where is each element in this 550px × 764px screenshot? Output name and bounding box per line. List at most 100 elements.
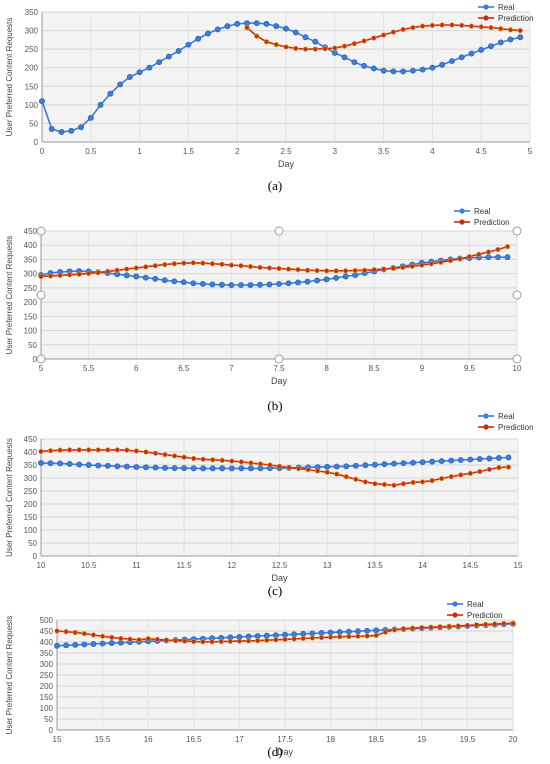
data-point-prediction — [337, 634, 343, 640]
data-point-real — [234, 20, 241, 27]
data-point-real — [362, 462, 369, 469]
data-point-prediction — [219, 261, 225, 267]
data-point-prediction — [118, 635, 124, 642]
data-point-real — [291, 631, 298, 638]
y-axis-label: User Preferred Content Requests — [5, 236, 14, 355]
data-point-prediction — [380, 32, 387, 38]
data-point-real — [429, 64, 436, 71]
x-tick-label: 10.5 — [81, 561, 97, 570]
y-tick-label: 400 — [24, 448, 38, 457]
data-point-prediction — [219, 457, 225, 463]
data-point-prediction — [446, 623, 452, 630]
data-point-prediction — [282, 636, 288, 643]
data-point-real — [104, 462, 111, 469]
data-point-real — [327, 629, 334, 636]
x-tick-label: 16.5 — [186, 735, 202, 744]
data-point-prediction — [332, 45, 338, 51]
data-point-prediction — [495, 246, 501, 253]
data-point-prediction — [191, 638, 197, 645]
data-point-prediction — [419, 625, 425, 631]
x-tick-label: 9.5 — [464, 364, 476, 373]
x-axis-label: Day — [277, 747, 294, 757]
data-point-prediction — [457, 256, 463, 262]
data-point-prediction — [448, 474, 454, 480]
y-tick-label: 0 — [49, 726, 54, 735]
x-tick-label: 8.5 — [369, 364, 381, 373]
data-point-real — [85, 462, 92, 468]
data-point-prediction — [390, 29, 397, 35]
data-point-prediction — [295, 465, 302, 472]
data-point-prediction — [346, 633, 352, 640]
y-tick-label: 150 — [24, 312, 38, 321]
data-point-prediction — [428, 261, 434, 267]
y-tick-label: 0 — [34, 138, 39, 147]
data-point-prediction — [371, 35, 377, 41]
y-tick-label: 50 — [28, 341, 37, 350]
data-point-prediction — [154, 636, 160, 643]
data-point-real — [282, 631, 288, 638]
x-tick-label: 16 — [144, 735, 153, 744]
x-tick-label: 5.5 — [83, 364, 95, 373]
data-point-real — [152, 464, 159, 471]
data-point-real — [438, 458, 445, 465]
x-tick-label: 13 — [323, 561, 332, 570]
data-point-prediction — [66, 447, 73, 453]
data-point-prediction — [276, 463, 283, 469]
data-point-prediction — [72, 629, 78, 636]
data-point-prediction — [364, 633, 370, 639]
data-point-real — [247, 465, 254, 472]
data-point-prediction — [505, 464, 512, 470]
data-point-real — [68, 127, 75, 134]
data-point-prediction — [391, 482, 397, 488]
y-tick-label: 200 — [24, 298, 38, 307]
data-point-prediction — [105, 447, 111, 453]
data-point-real — [81, 641, 88, 648]
y-tick-label: 150 — [25, 82, 39, 91]
data-point-prediction — [437, 624, 443, 630]
legend-marker-real — [459, 208, 465, 214]
x-tick-label: 9 — [420, 364, 425, 373]
x-tick-label: 18.5 — [368, 735, 384, 744]
data-point-prediction — [322, 46, 328, 52]
data-point-prediction — [362, 479, 369, 485]
data-point-real — [439, 61, 446, 68]
y-tick-label: 0 — [33, 552, 38, 561]
data-point-prediction — [371, 267, 377, 273]
data-point-prediction — [238, 263, 244, 269]
y-tick-label: 300 — [24, 270, 38, 279]
data-point-prediction — [476, 251, 482, 257]
data-point-prediction — [162, 261, 168, 268]
data-point-real — [324, 463, 331, 470]
x-tick-label: 0 — [40, 147, 45, 156]
data-point-real — [195, 35, 202, 42]
data-point-prediction — [200, 260, 206, 266]
data-point-prediction — [273, 42, 279, 48]
data-point-real — [309, 630, 316, 637]
data-point-real — [90, 641, 97, 647]
data-point-real — [78, 124, 84, 131]
data-point-real — [95, 462, 102, 469]
y-tick-label: 50 — [29, 119, 38, 128]
x-tick-label: 4.5 — [476, 147, 488, 156]
data-point-real — [302, 34, 309, 41]
data-point-real — [409, 67, 416, 74]
y-tick-label: 450 — [24, 435, 38, 444]
data-point-real — [214, 26, 221, 33]
data-point-real — [117, 81, 124, 88]
data-point-prediction — [492, 621, 498, 627]
data-point-prediction — [478, 24, 484, 30]
data-point-prediction — [181, 260, 187, 266]
data-point-prediction — [304, 267, 311, 273]
data-point-prediction — [76, 447, 82, 453]
data-point-prediction — [455, 623, 461, 629]
chart-b: 0 50 100 150 200 250 300 350 400 450 5 5.5 6 6.5 7 7.5 8… — [5, 207, 522, 386]
data-point-real — [497, 39, 504, 46]
data-point-real — [108, 640, 115, 647]
data-point-prediction — [136, 637, 142, 643]
data-point-real — [458, 54, 465, 61]
data-point-prediction — [309, 635, 316, 641]
data-point-real — [517, 34, 524, 41]
data-point-real — [165, 53, 172, 60]
data-point-real — [380, 67, 387, 74]
x-tick-label: 14.5 — [463, 561, 479, 570]
